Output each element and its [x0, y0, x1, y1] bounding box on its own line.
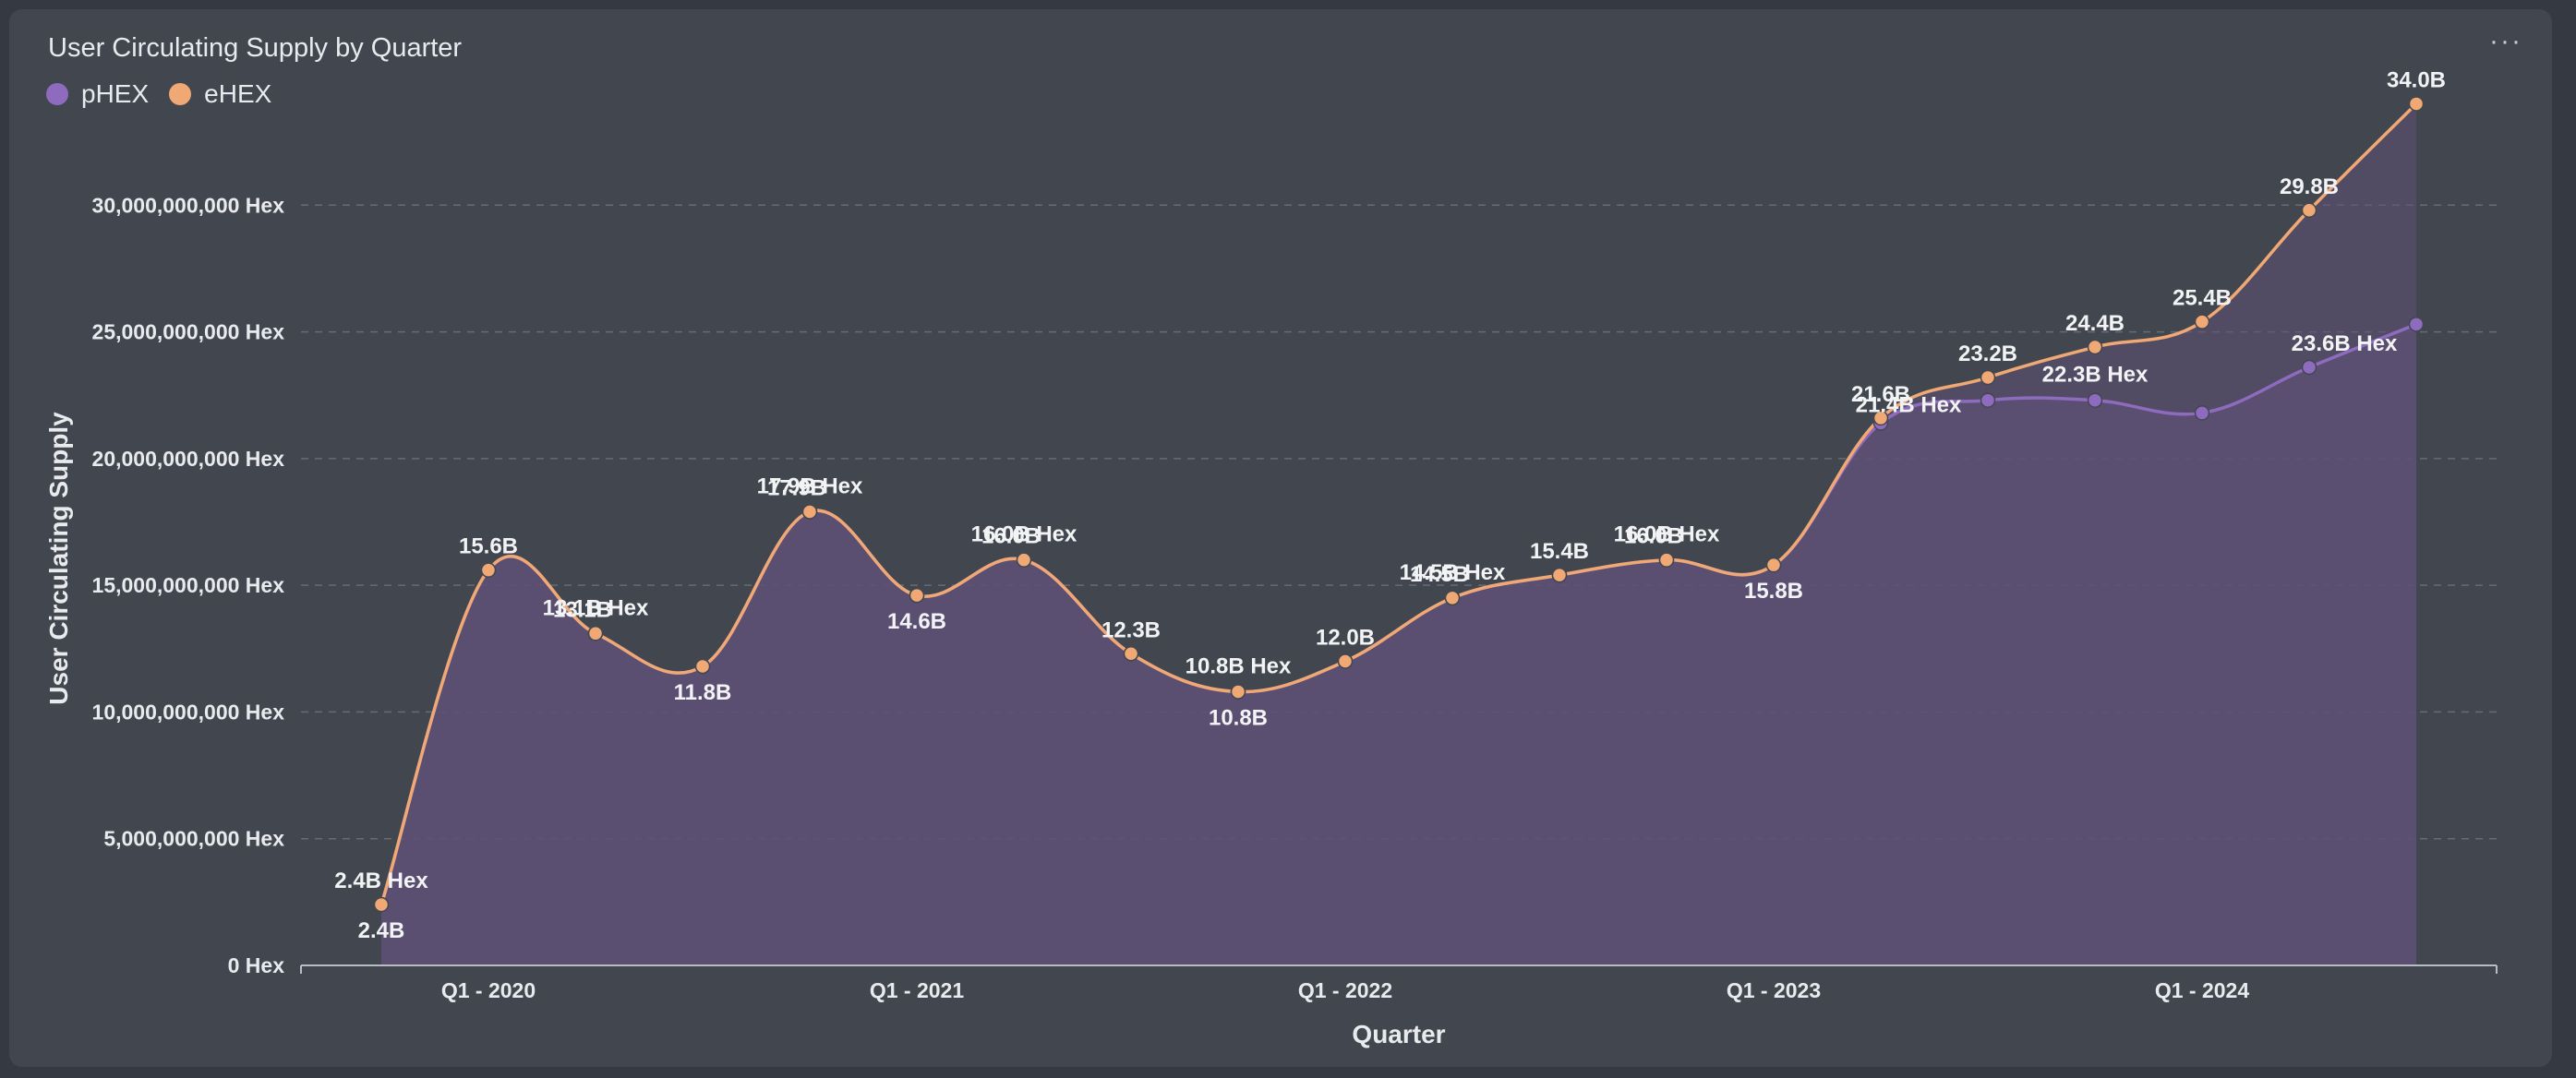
data-point-phex: [2088, 393, 2102, 407]
data-label-ehex: 10.8B: [1209, 705, 1268, 730]
data-point-ehex: [1767, 558, 1781, 572]
data-point-ehex: [2088, 341, 2102, 354]
data-label-ehex: 34.0B: [2387, 67, 2446, 92]
y-tick-label: 20,000,000,000 Hex: [92, 447, 285, 471]
y-tick-label: 10,000,000,000 Hex: [92, 700, 285, 724]
x-axis-title: Quarter: [1352, 1020, 1445, 1048]
data-point-ehex: [2410, 97, 2424, 111]
data-label-ehex: 16.0B: [1624, 524, 1683, 549]
data-point-ehex: [696, 660, 710, 674]
data-label-ehex: 16.0B: [981, 524, 1041, 549]
data-point-phex: [2410, 317, 2424, 331]
y-axis-title: User Circulating Supply: [44, 412, 73, 705]
area-phex: [381, 324, 2416, 965]
data-point-ehex: [1981, 370, 1995, 384]
data-label-ehex: 15.4B: [1530, 539, 1589, 564]
data-point-ehex: [1339, 654, 1353, 668]
data-point-ehex: [1232, 685, 1246, 699]
data-label-ehex: 11.8B: [674, 680, 732, 705]
data-point-ehex: [482, 563, 496, 577]
data-label-phex: 2.4B Hex: [334, 868, 428, 893]
x-tick-label: Q1 - 2023: [1727, 978, 1821, 1002]
data-label-ehex: 2.4B: [358, 918, 405, 943]
data-label-ehex: 15.8B: [1744, 579, 1803, 604]
data-label-phex: 10.8B Hex: [1186, 653, 1292, 678]
data-label-ehex: 21.6B: [1851, 382, 1910, 407]
data-label-ehex: 23.2B: [1958, 341, 2017, 366]
data-label-ehex: 17.9B: [767, 476, 826, 501]
data-point-ehex: [375, 898, 389, 912]
data-point-ehex: [1017, 553, 1031, 567]
data-label-ehex: 15.6B: [459, 534, 518, 559]
data-point-ehex: [1125, 647, 1138, 661]
y-tick-label: 15,000,000,000 Hex: [92, 573, 285, 597]
data-point-phex: [1981, 393, 1995, 407]
data-label-phex: 23.6B Hex: [2292, 331, 2398, 356]
x-tick-label: Q1 - 2022: [1298, 978, 1392, 1002]
data-point-ehex: [589, 627, 603, 641]
y-tick-label: 0 Hex: [228, 953, 285, 977]
data-point-ehex: [1553, 569, 1567, 582]
data-point-ehex: [1660, 553, 1674, 567]
data-label-ehex: 14.6B: [887, 609, 946, 634]
data-point-phex: [2303, 361, 2317, 375]
data-point-ehex: [2196, 315, 2209, 329]
data-label-ehex: 13.1B: [553, 597, 612, 622]
x-tick-label: Q1 - 2024: [2155, 978, 2249, 1002]
data-point-ehex: [2303, 203, 2317, 217]
x-tick-label: Q1 - 2020: [441, 978, 536, 1002]
data-label-ehex: 12.0B: [1316, 626, 1375, 651]
data-label-phex: 22.3B Hex: [2042, 363, 2149, 388]
data-point-phex: [2196, 406, 2209, 420]
y-tick-label: 5,000,000,000 Hex: [103, 827, 284, 851]
data-point-ehex: [910, 589, 924, 603]
data-label-ehex: 29.8B: [2280, 174, 2339, 199]
x-tick-label: Q1 - 2021: [870, 978, 964, 1002]
y-tick-label: 25,000,000,000 Hex: [92, 320, 285, 344]
data-label-ehex: 14.5B: [1410, 562, 1469, 587]
data-label-ehex: 24.4B: [2065, 311, 2125, 336]
data-point-ehex: [1446, 591, 1460, 605]
data-label-ehex: 25.4B: [2173, 286, 2232, 311]
data-point-ehex: [803, 505, 817, 519]
data-label-ehex: 12.3B: [1101, 617, 1161, 642]
y-tick-label: 30,000,000,000 Hex: [92, 193, 285, 217]
